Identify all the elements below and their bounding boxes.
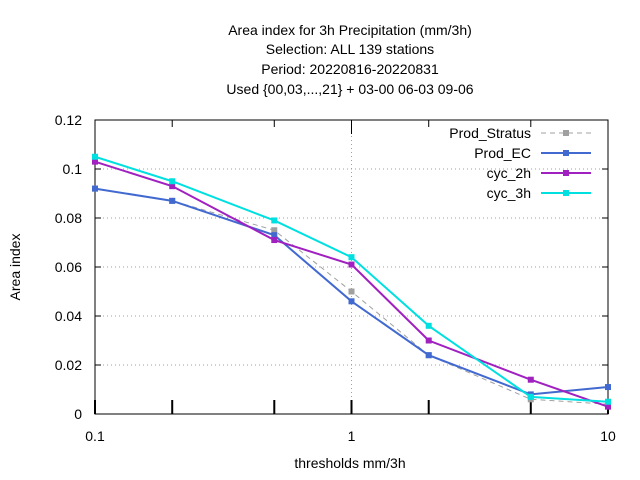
legend-label: cyc_3h xyxy=(487,185,531,201)
y-tick-label: 0.02 xyxy=(55,357,82,373)
series-point-Prod_EC xyxy=(348,298,355,305)
y-tick-label: 0.04 xyxy=(55,308,82,324)
legend-label: cyc_2h xyxy=(487,165,531,181)
series-point-cyc_3h xyxy=(527,393,534,400)
series-point-cyc_3h xyxy=(92,153,98,160)
series-point-cyc_3h xyxy=(425,322,432,329)
series-point-cyc_3h xyxy=(271,217,278,224)
series-point-Prod_EC xyxy=(605,384,611,391)
series-point-Prod_EC xyxy=(92,185,98,192)
series-point-cyc_2h xyxy=(348,261,355,268)
series-point-cyc_2h xyxy=(271,237,278,244)
series-point-cyc_2h xyxy=(527,376,534,383)
title-line-2: Selection: ALL 139 stations xyxy=(266,41,434,57)
y-tick-label: 0.1 xyxy=(63,161,83,177)
y-tick-label: 0.06 xyxy=(55,259,82,275)
series-point-cyc_2h xyxy=(92,158,98,165)
title-line-4: Used {00,03,...,21} + 03-00 06-03 09-06 xyxy=(226,81,473,97)
y-tick-label: 0.08 xyxy=(55,210,82,226)
series-point-cyc_2h xyxy=(605,403,611,410)
series-point-cyc_2h xyxy=(169,183,176,190)
legend-swatch-point xyxy=(563,130,569,136)
title-line-3: Period: 20220816-20220831 xyxy=(261,61,439,77)
legend-label: Prod_EC xyxy=(474,145,531,161)
x-tick-label: 10 xyxy=(600,428,616,444)
x-tick-label: 0.1 xyxy=(85,428,105,444)
legend-label: Prod_Stratus xyxy=(449,125,531,141)
series-point-cyc_3h xyxy=(605,398,611,405)
series-point-cyc_3h xyxy=(348,254,355,261)
series-point-cyc_2h xyxy=(425,337,432,344)
y-axis-label: Area index xyxy=(7,234,23,301)
series-point-Prod_EC xyxy=(169,197,176,204)
legend-swatch-point xyxy=(563,170,569,176)
y-tick-label: 0.12 xyxy=(55,112,82,128)
legend-swatch-point xyxy=(563,150,569,156)
title-line-1: Area index for 3h Precipitation (mm/3h) xyxy=(228,22,472,38)
plot-border xyxy=(94,119,609,415)
plot-axes: 0 0.02 0.04 0.06 0.08 0.1 0.12 0.1 1 10 xyxy=(55,112,616,444)
chart-title: Area index for 3h Precipitation (mm/3h) … xyxy=(226,22,473,97)
series-point-cyc_3h xyxy=(169,178,176,185)
x-axis-label: thresholds mm/3h xyxy=(294,455,405,471)
series-point-Prod_Stratus xyxy=(271,227,278,234)
series-point-Prod_EC xyxy=(425,352,432,359)
plot-series xyxy=(92,153,611,410)
chart-legend: Prod_Stratus Prod_EC cyc_2h cyc_3h xyxy=(449,125,591,201)
y-tick-label: 0 xyxy=(74,406,82,422)
series-point-Prod_EC xyxy=(271,232,278,239)
series-point-Prod_Stratus xyxy=(348,288,355,295)
x-tick-label: 1 xyxy=(348,428,356,444)
legend-swatch-point xyxy=(563,190,569,196)
